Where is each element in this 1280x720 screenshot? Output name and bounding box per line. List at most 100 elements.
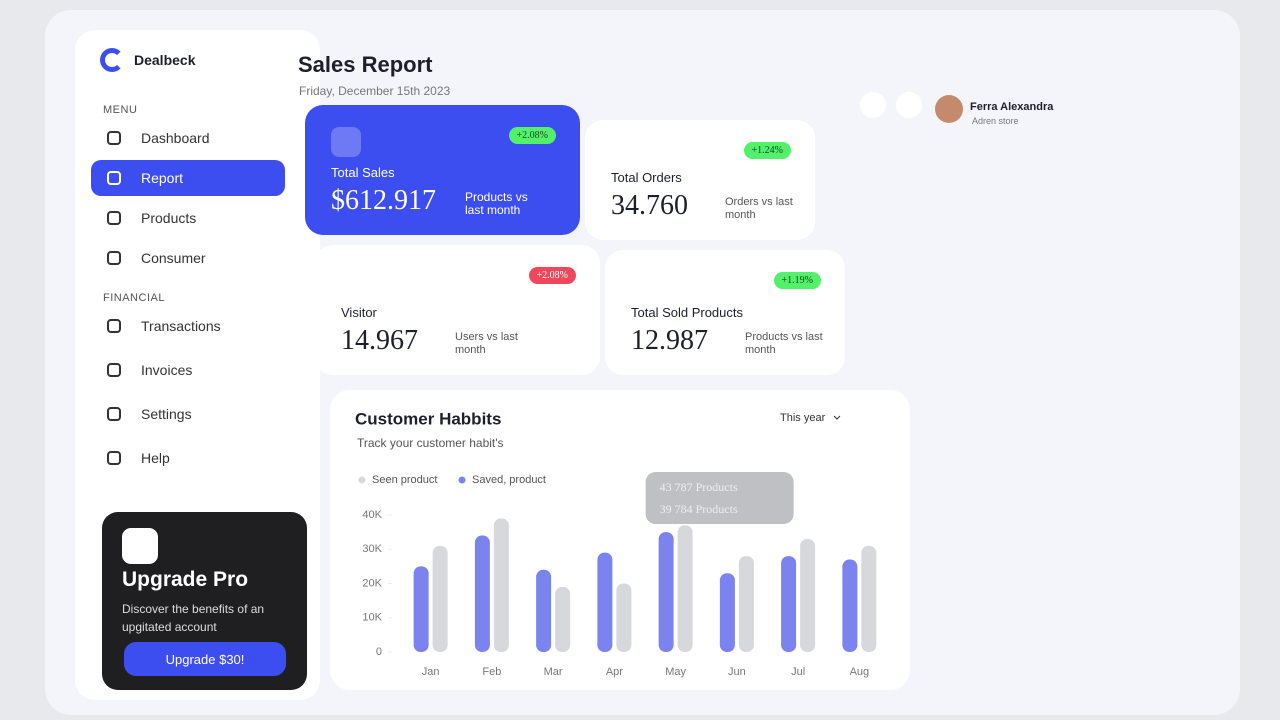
menu-icon: [107, 363, 121, 377]
legend-label: Seen product: [372, 474, 437, 486]
bar: [597, 552, 613, 652]
x-tick-label: Jan: [422, 666, 440, 678]
card-icon: [341, 267, 371, 297]
change-badge: +2.08%: [528, 267, 576, 284]
legend-label: Saved, product: [472, 474, 546, 486]
promo-icon: [122, 528, 158, 564]
card-icon: [631, 272, 661, 302]
card-label: Total Orders: [611, 170, 682, 185]
search-button[interactable]: [860, 92, 886, 118]
menu-icon: [107, 451, 121, 465]
brand: Dealbeck: [100, 48, 195, 72]
menu-item[interactable]: Consumer: [91, 240, 285, 276]
chart-subtitle: Track your customer habit's: [357, 436, 504, 450]
change-badge: +1.19%: [773, 272, 821, 289]
page-title: Sales Report: [298, 52, 433, 77]
y-tick-label: 0: [376, 646, 382, 658]
menu-item[interactable]: Invoices: [91, 352, 285, 388]
menu-item[interactable]: Settings: [91, 396, 285, 432]
bar: [555, 586, 571, 652]
menu-heading: MENU: [103, 104, 138, 116]
card-icon: [611, 142, 641, 172]
user-name: Ferra Alexandra: [970, 101, 1054, 113]
menu-icon: [107, 211, 121, 225]
bar: [616, 583, 632, 652]
stat-card: +2.08% Visitor 14.967 Users vs last month: [315, 245, 600, 375]
x-tick-label: Feb: [482, 666, 501, 678]
bar: [658, 532, 674, 652]
card-label: Total Sold Products: [631, 305, 744, 320]
tooltip: [645, 472, 794, 524]
card-icon: [331, 127, 361, 157]
menu-icon: [107, 319, 121, 333]
menu-icon: [107, 171, 121, 185]
card-label: Visitor: [341, 305, 377, 320]
menu-label: Report: [141, 170, 184, 186]
y-tick-label: 30K: [362, 543, 382, 555]
card-value: 12.987: [631, 325, 708, 356]
bar: [800, 538, 816, 652]
period-select: This year: [780, 412, 826, 424]
menu-icon: [107, 131, 121, 145]
chart: Customer Habbits Track your customer habi…: [355, 409, 877, 678]
legend-dot: [458, 476, 466, 484]
user-store: Adren store: [972, 116, 1019, 126]
bar: [474, 535, 490, 652]
card-note: Orders vs last month: [725, 196, 793, 221]
card-value: 34.760: [611, 190, 688, 221]
bar: [781, 556, 797, 652]
y-tick-label: 40K: [362, 509, 382, 521]
notification-button[interactable]: [896, 92, 922, 118]
promo-text: Discover the benefits of an upgitated ac…: [122, 602, 265, 634]
sidebar: Dealbeck MENU FINANCIAL Upgrade Pro Disc…: [75, 30, 320, 700]
menu-label: Help: [141, 450, 170, 466]
bar: [738, 556, 754, 652]
x-tick-label: Aug: [850, 666, 870, 678]
legend-dot: [358, 476, 366, 484]
bar: [861, 545, 877, 652]
y-tick-label: 20K: [362, 577, 382, 589]
stat-card: +1.19% Total Sold Products 12.987 Products …: [605, 250, 845, 375]
card-note: Users vs last month: [455, 331, 518, 356]
financial-heading: FINANCIAL: [103, 292, 165, 304]
y-tick-label: 10K: [362, 612, 382, 624]
bar: [413, 566, 429, 652]
card-note: Products vs last month: [745, 331, 823, 356]
card-note: Products vs last month: [465, 190, 528, 217]
x-tick-label: Apr: [606, 666, 623, 678]
x-tick-label: May: [665, 666, 686, 678]
brand-name: Dealbeck: [134, 52, 196, 68]
card-value: 14.967: [341, 325, 418, 356]
menu-label: Products: [141, 210, 197, 226]
change-badge: +2.08%: [508, 127, 556, 144]
chart-card: Customer Habbits Track your customer habi…: [330, 390, 910, 690]
page-date: Friday, December 15th 2023: [299, 84, 451, 98]
upgrade-button[interactable]: Upgrade $30!: [124, 642, 286, 676]
chart-title: Customer Habbits: [355, 409, 501, 428]
stat-card: +1.24% Total Orders 34.760 Orders vs last m…: [585, 120, 815, 240]
x-tick-label: Jul: [791, 666, 805, 678]
menu-item[interactable]: Dashboard: [91, 120, 285, 156]
menu-item[interactable]: Report: [91, 160, 285, 196]
logo: [100, 48, 124, 72]
x-tick-label: Jun: [728, 666, 746, 678]
bar: [842, 559, 858, 652]
menu-icon: [107, 251, 121, 265]
tooltip-text: 39 784 Products: [660, 502, 738, 516]
menu-item[interactable]: Products: [91, 200, 285, 236]
menu-item[interactable]: Help: [91, 440, 285, 476]
bar: [432, 545, 448, 652]
avatar[interactable]: [935, 95, 963, 123]
menu-item[interactable]: Transactions: [91, 308, 285, 344]
menu-label: Settings: [141, 406, 192, 422]
dropdown-arrow: [833, 415, 841, 420]
bar: [536, 569, 552, 652]
x-tick-label: Mar: [544, 666, 563, 678]
menu-label: Transactions: [141, 318, 221, 334]
menu-label: Consumer: [141, 250, 206, 266]
promo-card: Upgrade Pro Discover the benefits of an …: [102, 512, 307, 690]
menu-label: Invoices: [141, 362, 193, 378]
menu-label: Dashboard: [141, 130, 210, 146]
bar: [719, 573, 735, 652]
